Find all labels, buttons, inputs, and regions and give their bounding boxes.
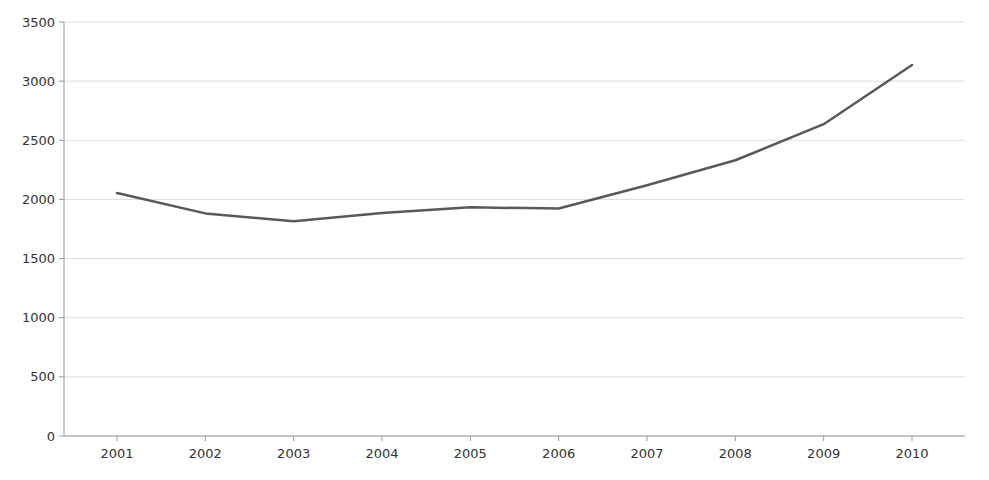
x-tick: [912, 436, 913, 441]
grid-line: [64, 140, 965, 141]
x-tick-label: 2007: [630, 446, 663, 461]
x-tick: [647, 436, 648, 441]
x-tick: [117, 436, 118, 441]
chart-container: 0 500 1000 1500 2000 2500 3000 3500 2001 2002 2003…: [0, 0, 989, 480]
grid-line: [64, 258, 965, 259]
y-tick: [59, 81, 64, 82]
y-tick: [59, 317, 64, 318]
grid-line: [64, 81, 965, 82]
x-tick-label: 2003: [277, 446, 310, 461]
x-tick-label: 2008: [719, 446, 752, 461]
y-tick: [59, 436, 64, 437]
y-tick-label: 0: [47, 429, 55, 444]
data-line: [117, 65, 912, 221]
grid: [64, 22, 965, 436]
y-tick: [59, 376, 64, 377]
x-tick-label: 2006: [542, 446, 575, 461]
y-tick-label: 1000: [22, 310, 55, 325]
y-tick: [59, 258, 64, 259]
x-tick-label: 2004: [365, 446, 398, 461]
x-tick-label: 2005: [454, 446, 487, 461]
y-tick-label: 1500: [22, 251, 55, 266]
x-tick: [293, 436, 294, 441]
x-tick-label: 2001: [100, 446, 133, 461]
y-axis-line: [64, 22, 65, 436]
x-tick: [823, 436, 824, 441]
grid-line: [64, 376, 965, 377]
grid-line: [64, 199, 965, 200]
x-tick: [205, 436, 206, 441]
y-tick-label: 3000: [22, 74, 55, 89]
x-axis-line: [64, 436, 965, 437]
axes: 0 500 1000 1500 2000 2500 3000 3500 2001 2002 2003…: [22, 15, 965, 462]
y-tick-label: 500: [30, 369, 55, 384]
y-tick: [59, 22, 64, 23]
x-tick: [735, 436, 736, 441]
y-tick: [59, 140, 64, 141]
y-tick: [59, 199, 64, 200]
x-tick-label: 2009: [807, 446, 840, 461]
y-tick-label: 2500: [22, 133, 55, 148]
grid-line: [64, 317, 965, 318]
x-tick: [558, 436, 559, 441]
grid-line: [64, 436, 965, 437]
chart: 0 500 1000 1500 2000 2500 3000 3500 2001 2002 2003…: [0, 0, 989, 480]
grid-line: [64, 22, 965, 23]
x-tick-label: 2010: [895, 446, 928, 461]
x-tick: [382, 436, 383, 441]
y-tick-label: 2000: [22, 192, 55, 207]
plot-area: [117, 65, 912, 221]
x-tick: [470, 436, 471, 441]
y-tick-label: 3500: [22, 15, 55, 30]
x-tick-label: 2002: [189, 446, 222, 461]
